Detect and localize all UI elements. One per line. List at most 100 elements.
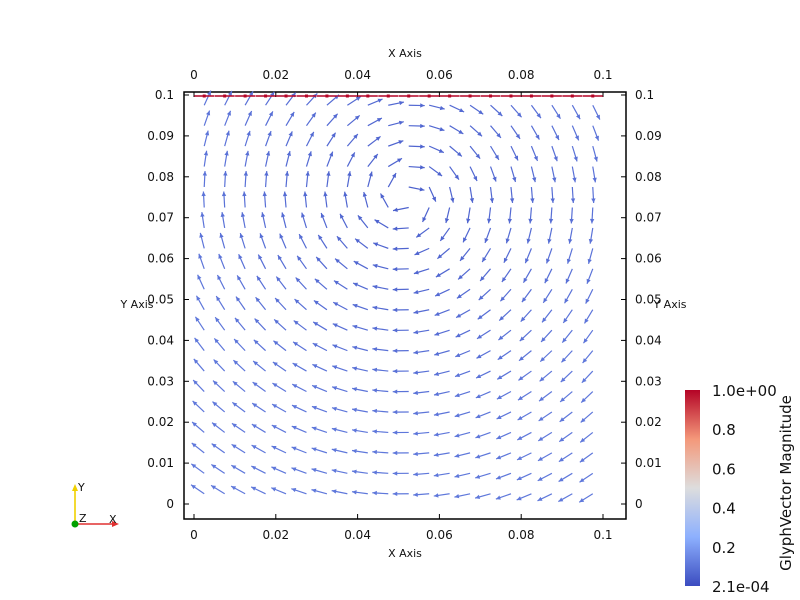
vector-arrow-head: [555, 135, 559, 141]
x-tick-label: 0.1: [593, 68, 612, 82]
vector-arrow-head: [237, 275, 242, 281]
vector-arrow-head: [518, 376, 524, 381]
x-tick-label: 0: [190, 528, 198, 542]
vector-arrow-head: [335, 258, 340, 264]
vector-arrow-head: [200, 212, 205, 217]
lid-vector-head: [570, 94, 574, 98]
vector-arrow-head: [299, 234, 304, 240]
vector-arrow-head: [528, 218, 533, 224]
vector-arrow-head: [550, 198, 555, 203]
vector-arrow-head: [253, 360, 259, 366]
vector-arrow-head: [413, 411, 418, 416]
vector-arrow-head: [580, 417, 586, 423]
vector-arrow-head: [500, 296, 505, 302]
vector-arrow-head: [496, 435, 502, 440]
vector-arrow-head: [413, 451, 418, 457]
lid-vector-head: [427, 94, 431, 98]
vector-arrow-head: [211, 485, 217, 490]
vector-arrow-head: [311, 405, 317, 411]
vector-arrow-head: [497, 375, 503, 380]
vector-arrow-head: [478, 109, 484, 115]
colorbar-max-label: 1.0e+00: [712, 382, 777, 400]
vector-arrow-head: [331, 406, 337, 412]
vector-arrow-head: [591, 198, 596, 204]
vector-arrow-head: [347, 171, 352, 177]
plot-frame: [183, 91, 627, 520]
vector-arrow-head: [332, 323, 338, 328]
vector-arrow-head: [413, 329, 419, 335]
vector-arrow-head: [240, 212, 246, 218]
vector-arrow-head: [589, 218, 595, 224]
y-tick-label: 0.04: [147, 333, 174, 347]
vector-arrow-head: [536, 113, 541, 119]
colorbar-labels: 0.2 0.4 0.6 0.8: [712, 421, 736, 557]
vector-arrow-head: [309, 131, 314, 137]
vector-arrow-head: [282, 191, 288, 197]
y-axis-right: 0 0.01 0.02 0.03 0.04 0.05 0.06 0.07 0.08 0.09 0.1: [621, 88, 662, 511]
vector-arrow-head: [579, 457, 585, 463]
vector-arrow-head: [475, 153, 481, 159]
x-tick-label: 0.02: [262, 68, 289, 82]
vector-arrow-head: [433, 432, 439, 437]
vector-arrow-head: [305, 171, 310, 176]
vector-arrow-head: [198, 253, 203, 259]
vector-arrow-head: [253, 339, 259, 345]
vector-arrow-head: [279, 233, 284, 239]
vector-arrow-head: [393, 207, 398, 212]
vector-arrow-head: [537, 456, 543, 461]
vector-arrow-head: [419, 187, 425, 192]
colorbar-tick-label: 0.6: [712, 460, 736, 478]
orientation-triad: X Y Z: [71, 481, 119, 528]
vector-arrow-head: [454, 413, 460, 418]
vector-arrow-head: [568, 238, 573, 244]
y-tick-label: 0.01: [147, 456, 174, 470]
vector-arrow-head: [372, 429, 377, 434]
vector-arrow-head: [271, 425, 277, 430]
vector-arrow-head: [392, 369, 398, 374]
vector-arrow-head: [581, 377, 587, 383]
vector-arrow-head: [543, 297, 548, 303]
vector-arrow-head: [520, 316, 526, 322]
vector-arrow-head: [413, 370, 419, 375]
vector-arrow-head: [558, 457, 564, 462]
vector-arrow-head: [532, 177, 537, 183]
y-axis-title-left: Y Axis: [119, 298, 153, 311]
vector-arrow-head: [505, 238, 510, 244]
vector-arrow-head: [413, 390, 419, 396]
vector-arrow-head: [434, 331, 440, 336]
lid-vector-head: [448, 94, 452, 98]
vector-arrow-head: [476, 354, 482, 359]
vector-arrow-head: [219, 232, 224, 238]
vector-arrow-head: [413, 309, 419, 315]
vector-arrow-head: [484, 237, 489, 243]
vector-arrow-head: [566, 258, 572, 264]
vector-arrow-head: [519, 356, 524, 361]
triad-y-label: Y: [77, 481, 85, 494]
vector-arrow-head: [489, 198, 495, 203]
vector-arrow-head: [560, 377, 566, 383]
vector-arrow-head: [538, 416, 544, 421]
vector-arrow-head: [572, 177, 577, 183]
vector-arrow-head: [392, 287, 398, 292]
vector-arrow-head: [517, 395, 523, 401]
vector-arrow-head: [211, 464, 217, 469]
vector-arrow-head: [585, 298, 590, 304]
vector-arrow-head: [284, 171, 290, 176]
lid-vector-head: [345, 94, 349, 98]
vector-arrow-head: [311, 488, 317, 493]
vector-arrow-head: [475, 414, 481, 419]
vector-arrow-head: [272, 361, 278, 367]
x-tick-label: 0: [190, 68, 198, 82]
vector-arrow-head: [539, 396, 544, 402]
vector-arrow-head: [351, 469, 357, 474]
vector-arrow-head: [556, 113, 561, 119]
x-tick-label: 0.08: [508, 68, 535, 82]
vector-arrow-head: [313, 321, 319, 327]
vector-arrow-head: [533, 155, 538, 161]
vector-arrow-head: [292, 363, 298, 368]
vector-arrow-head: [416, 232, 422, 238]
vector-arrow-head: [251, 486, 257, 491]
vector-arrow-head: [496, 455, 502, 460]
lid-vector-head: [529, 94, 533, 98]
vector-arrow-head: [475, 454, 481, 459]
